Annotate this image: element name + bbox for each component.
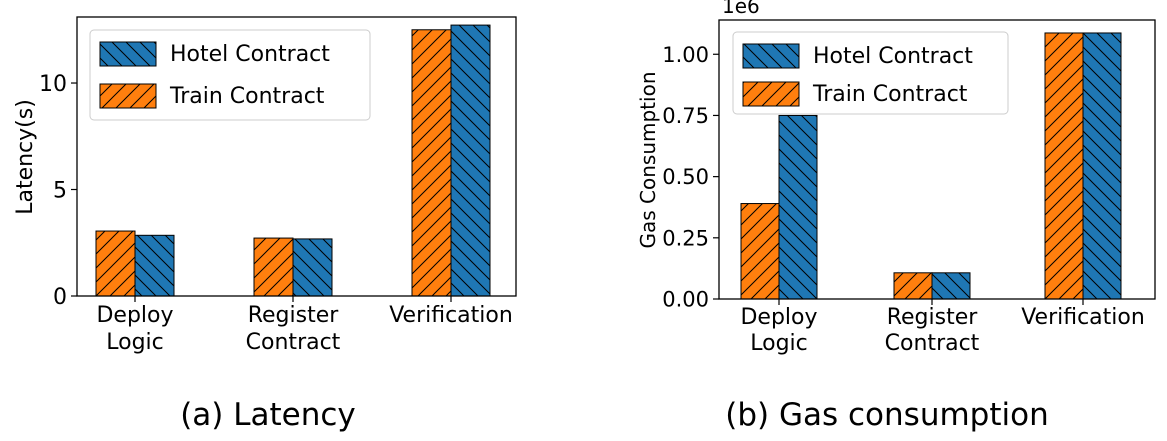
gas-legend-box bbox=[732, 31, 1009, 115]
latency-bars bbox=[95, 24, 491, 297]
gas-bars bbox=[740, 32, 1122, 300]
gas-legend: Hotel Contract Train Contract bbox=[732, 31, 1009, 115]
latency-bar-train-contract-0-hatch bbox=[96, 231, 135, 296]
gas-y-axis: 0.00 0.25 0.50 0.75 1.00 bbox=[662, 43, 719, 312]
gas-bar-train-contract-1-hatch bbox=[894, 272, 932, 299]
latency-y-tick-label: 10 bbox=[39, 72, 67, 97]
latency-legend-hotel-contract-swatch-hatch bbox=[100, 42, 156, 66]
gas-y-tick-label: 0.00 bbox=[662, 288, 709, 312]
latency-y-tick-label: 5 bbox=[53, 178, 67, 203]
gas-caption: (b) Gas consumption bbox=[725, 397, 1048, 433]
gas-y-tick-label: 0.75 bbox=[662, 104, 709, 128]
gas-y-tick-label: 0.25 bbox=[662, 226, 709, 250]
latency-x-axis: Deploy Logic Register Contract Verification bbox=[96, 296, 513, 355]
gas-y-offset-label: 1e6 bbox=[722, 0, 760, 18]
latency-legend-train-contract-label: Train Contract bbox=[169, 84, 325, 109]
latency-y-tick-label: 0 bbox=[53, 285, 67, 310]
gas-legend-train-contract-label: Train Contract bbox=[812, 82, 968, 107]
latency-bar-train-contract-2-hatch bbox=[412, 29, 451, 296]
latency-bar-hotel-contract-2-hatch bbox=[451, 25, 490, 296]
gas-bar-train-contract-0-hatch bbox=[741, 203, 779, 299]
gas-bar-hotel-contract-1-hatch bbox=[932, 272, 970, 299]
latency-bar-hotel-contract-1-hatch bbox=[293, 238, 332, 296]
latency-legend-train-contract-swatch-hatch bbox=[100, 84, 156, 108]
gas-bar-hotel-contract-2-hatch bbox=[1083, 32, 1121, 299]
gas-plot-frame bbox=[718, 19, 1156, 300]
gas-y-tick-label: 0.50 bbox=[662, 165, 709, 189]
latency-x-tick-label: Deploy Logic bbox=[96, 303, 173, 355]
gas-x-tick-label: Register Contract bbox=[885, 305, 980, 356]
gas-chart: 0.00 0.25 0.50 0.75 1.00 Deploy Logic Register… bbox=[636, 0, 1156, 433]
latency-caption: (a) Latency bbox=[180, 397, 356, 433]
gas-x-tick-label: Verification bbox=[1021, 305, 1145, 330]
latency-plot-frame bbox=[76, 16, 517, 297]
latency-y-axis-label: Latency(s) bbox=[13, 99, 38, 215]
gas-legend-hotel-contract-swatch-hatch bbox=[743, 44, 799, 68]
latency-legend-hotel-contract-label: Hotel Contract bbox=[170, 42, 330, 67]
gas-legend-train-contract-swatch-hatch bbox=[743, 82, 799, 106]
latency-legend-box bbox=[89, 29, 371, 121]
latency-bar-train-contract-1-hatch bbox=[254, 238, 293, 296]
gas-x-axis: Deploy Logic Register Contract Verification bbox=[740, 299, 1145, 356]
latency-bar-hotel-contract-0-hatch bbox=[135, 235, 174, 296]
latency-x-tick-label: Register Contract bbox=[246, 303, 341, 355]
gas-bar-hotel-contract-0-hatch bbox=[779, 115, 817, 300]
gas-y-tick-label: 1.00 bbox=[662, 43, 709, 67]
latency-x-tick-label: Verification bbox=[389, 303, 513, 328]
latency-legend: Hotel Contract Train Contract bbox=[89, 29, 371, 121]
latency-chart: 0 5 10 Deploy Logic Register Contract Verifica… bbox=[13, 16, 517, 433]
latency-y-axis: 0 5 10 bbox=[39, 72, 77, 310]
gas-x-tick-label: Deploy Logic bbox=[740, 305, 817, 356]
gas-bar-train-contract-2-hatch bbox=[1045, 32, 1083, 299]
gas-y-axis-label: Gas Consumption bbox=[636, 72, 660, 249]
gas-legend-hotel-contract-label: Hotel Contract bbox=[813, 44, 973, 69]
